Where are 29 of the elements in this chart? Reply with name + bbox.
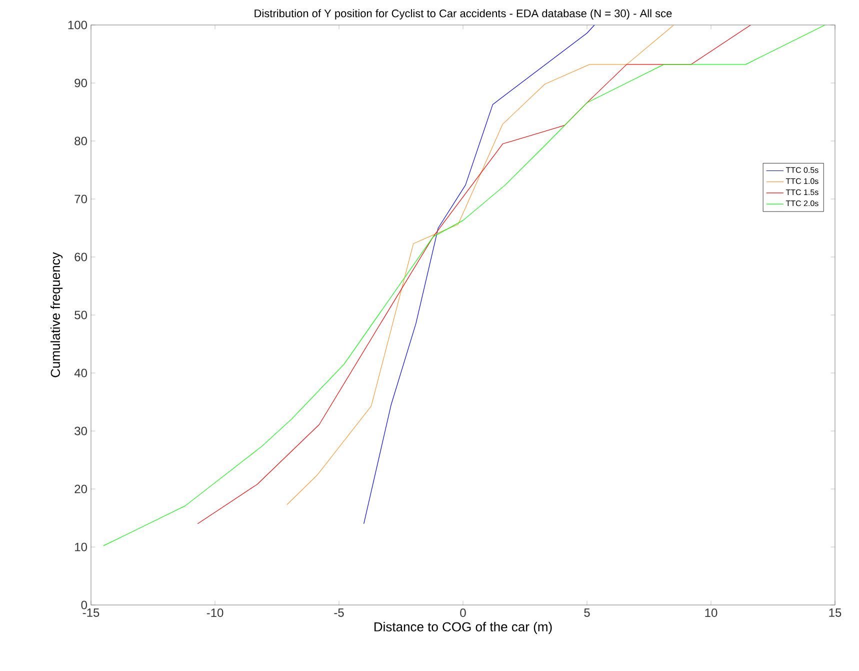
y-tick-label: 90 — [74, 78, 88, 88]
y-tick-label: 30 — [74, 426, 88, 436]
x-tick-label: 5 — [584, 608, 590, 617]
y-tick-label: 80 — [74, 136, 88, 146]
y-tick-label: 60 — [74, 252, 88, 262]
y-tick-label: 20 — [74, 484, 88, 494]
x-tick-label: -15 — [82, 608, 100, 617]
legend-label: TTC 1.5s — [786, 189, 818, 196]
chart-title: Distribution of Y position for Cyclist to Car accidents - EDA database (N = 30) - All sce — [254, 9, 672, 20]
legend-label: TTC 1.0s — [786, 178, 818, 184]
x-tick-label: -5 — [334, 608, 344, 617]
x-tick-label: 10 — [705, 608, 718, 618]
line-series — [103, 24, 826, 546]
y-tick-label: 70 — [74, 194, 88, 204]
line-series — [286, 24, 674, 505]
x-tick-label: 0 — [460, 608, 466, 618]
x-tick-label: 15 — [829, 608, 842, 617]
line-series — [197, 24, 751, 524]
y-tick-label: 10 — [75, 542, 88, 552]
y-tick-label: 40 — [74, 368, 88, 378]
y-tick-label: 50 — [74, 310, 88, 320]
y-tick-label: 0 — [81, 600, 88, 610]
x-tick-label: -10 — [206, 608, 224, 618]
y-tick-label: 100 — [68, 20, 88, 30]
x-axis-title: Distance to COG of the car (m) — [374, 622, 552, 634]
y-axis-title: Cumulative frequency — [50, 252, 63, 378]
legend-label: TTC 0.5s — [786, 167, 818, 173]
line-series — [364, 24, 595, 524]
legend-label: TTC 2.0s — [786, 200, 818, 206]
